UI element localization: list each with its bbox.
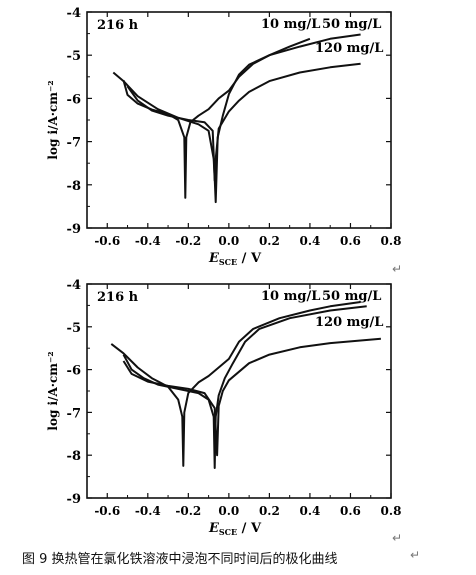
- panel1-y-tick-label: -9: [67, 222, 81, 237]
- panel1-y-tick-label: -8: [67, 179, 81, 194]
- panel1-x-tick-label: 0.6: [340, 234, 361, 248]
- panel1-series-3-label: 120 mg/L: [315, 41, 383, 56]
- panel1-x-tick-label: 0.0: [218, 234, 239, 248]
- panel2-y-tick-label: -9: [67, 492, 81, 507]
- panel1-x-tick-label: -0.2: [175, 234, 201, 248]
- return-mark-2: ↵: [392, 531, 403, 545]
- panel2-x-tick-label: -0.4: [135, 504, 161, 518]
- panel2-x-tick-label: 0.8: [381, 504, 402, 518]
- panel2-y-tick-label: -6: [67, 364, 81, 379]
- panel2-y-axis-label: log i/A·cm⁻²: [46, 351, 60, 430]
- panel1-series-2-curve: [126, 33, 361, 204]
- panel1-x-tick-label: -0.6: [94, 234, 120, 248]
- panel2-series-2-curve: [122, 305, 367, 469]
- panel1-x-tick-label: 0.2: [259, 234, 280, 248]
- panel2-x-tick-label: 0.4: [299, 504, 320, 518]
- panel2-series-1-curve: [110, 301, 361, 467]
- panel2-y-tick-label: -8: [67, 449, 81, 464]
- panel2-x-tick-label: 0.6: [340, 504, 361, 518]
- panel2-series-1-label: 10 mg/L: [261, 289, 320, 304]
- panel1-x-tick-label: -0.4: [135, 234, 161, 248]
- return-mark-1: ↵: [392, 262, 403, 276]
- panel2-x-tick-label: -0.6: [94, 504, 120, 518]
- panel1-y-tick-label: -5: [67, 49, 81, 64]
- panel2-series-2-label: 50 mg/L: [322, 289, 381, 304]
- panel2-x-tick-label: 0.0: [218, 504, 239, 518]
- figure-caption: 图 9 换热管在氯化铁溶液中浸泡不同时间后的极化曲线: [22, 552, 338, 567]
- panel1-y-axis-label: log i/A·cm⁻²: [46, 80, 60, 159]
- panel2-annotation-216h: 216 h: [97, 290, 139, 305]
- panel2-x-tick-label: 0.2: [259, 504, 280, 518]
- panel2-x-axis-label: ESCE / V: [208, 521, 262, 537]
- panel1-series-3-curve: [112, 62, 361, 182]
- panel2-series-3-label: 120 mg/L: [315, 315, 383, 330]
- panel1-y-tick-label: -7: [67, 136, 81, 151]
- panel1-series-1-label: 10 mg/L: [261, 17, 320, 32]
- panel2-y-tick-label: -4: [67, 278, 81, 293]
- panel2-x-tick-label: -0.2: [175, 504, 201, 518]
- panel2-y-tick-label: -5: [67, 321, 81, 336]
- panel1-x-tick-label: 0.4: [299, 234, 320, 248]
- panel1-y-tick-label: -6: [67, 92, 81, 107]
- panel1-series-2-label: 50 mg/L: [322, 17, 381, 32]
- panel1-y-tick-label: -4: [67, 6, 81, 21]
- panel2-y-tick-label: -7: [67, 406, 81, 421]
- panel1-x-axis-label: ESCE / V: [208, 251, 262, 267]
- panel1-x-tick-label: 0.8: [381, 234, 402, 248]
- panel2-series-3-curve: [122, 337, 381, 457]
- return-mark-3: ↵: [410, 548, 421, 562]
- panel1-annotation-216h: 216 h: [97, 18, 139, 33]
